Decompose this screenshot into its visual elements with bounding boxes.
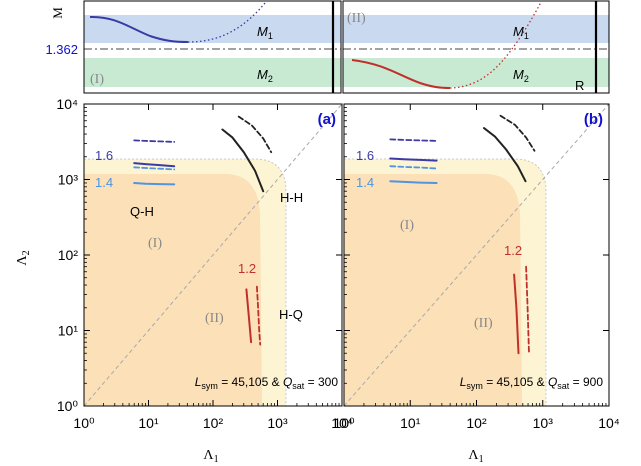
region-i-label-b: (I): [400, 218, 414, 233]
y-tick-label: 10⁴: [56, 96, 78, 112]
mass-radius-solid-red: [351, 59, 451, 89]
x-tick-label: 10²: [203, 415, 224, 431]
reference-value-label: 1.362: [45, 42, 78, 57]
x-tick-label: 10³: [533, 415, 554, 431]
mass-radius-solid-blue: [89, 15, 189, 43]
region-outer-border-b: [344, 158, 547, 406]
x-tick-label: 10¹: [138, 415, 159, 431]
panel-b-tag: (b): [584, 111, 603, 128]
series-line-a-7: [255, 285, 262, 346]
x-tick-label: 10⁴: [331, 415, 353, 431]
top-left-frame: [83, 0, 342, 94]
x-tick-label: 10⁰: [73, 415, 95, 431]
top-strip: M 1.362 (I) (II) M1 M2 M1 M2 R: [45, 0, 610, 94]
ticks-b: 10⁰ 10¹ 10² 10³ 10⁴: [333, 103, 620, 431]
band-label-m1-right: M1: [513, 24, 529, 41]
x-axis-label-b: Λ1: [468, 448, 483, 465]
series-line-a-2: [133, 166, 176, 171]
top-right-frame: [342, 0, 610, 94]
panel-a-tag: (a): [318, 111, 336, 128]
series-line-b-1: [389, 157, 438, 162]
series-line-b-2: [389, 165, 438, 170]
phase-label-h-h: H-H: [280, 190, 303, 205]
x-tick-label: 10⁰: [333, 415, 355, 431]
region-ii-top-label: (II): [347, 11, 366, 26]
phase-label-h-q: H-Q: [279, 307, 303, 322]
region-ii-label-a: (II): [205, 311, 224, 326]
band-label-m1-left: M1: [257, 24, 273, 41]
parameter-annotation-a: Lsym = 45,105 & Qsat = 300: [195, 375, 339, 391]
region-i-top-label: (I): [90, 72, 104, 87]
region-inner-b: [344, 174, 522, 406]
mass-radius-dotted-red: [449, 1, 542, 89]
band-label-m2-right: M2: [513, 67, 529, 84]
panel-b: 10⁰ 10¹ 10² 10³ 10⁴ (b) 1.6 1.4 1.2 (I) (II)…: [333, 103, 620, 465]
diagonal-reference-a: [84, 104, 342, 406]
region-inner-a: [84, 174, 262, 406]
y-tick-label: 10²: [58, 247, 79, 263]
band-label-m2-left: M2: [257, 67, 273, 84]
mass-radius-dotted-blue: [187, 2, 266, 43]
series-line-b-7: [525, 265, 530, 355]
x-tick-label: 10²: [466, 415, 487, 431]
mass-label-1.6-a: 1.6: [95, 148, 113, 163]
series-line-b-0: [389, 138, 438, 142]
m1-band-left: [84, 15, 341, 43]
region-i-label-a: (I): [148, 236, 162, 251]
top-y-axis-label: M: [50, 7, 65, 19]
mass-label-1.2-a: 1.2: [238, 261, 256, 276]
parameter-annotation-b: Lsym = 45,105 & Qsat = 900: [460, 375, 604, 391]
series-line-a-0: [133, 139, 176, 143]
x-axis-label-a: Λ1: [203, 448, 218, 465]
series-line-b-4: [499, 114, 536, 152]
y-tick-label: 10¹: [58, 323, 79, 339]
region-outer-border-a: [84, 158, 287, 406]
diagonal-reference-b: [344, 104, 609, 406]
x-tick-label: 10⁴: [598, 415, 620, 431]
series-line-a-3: [133, 182, 176, 186]
mass-label-1.4-b: 1.4: [356, 175, 374, 190]
phase-label-q-h: Q-H: [130, 204, 154, 219]
y-tick-label: 10⁰: [57, 398, 79, 414]
series-line-a-6: [245, 288, 253, 344]
series-group-a: [133, 115, 273, 346]
mass-label-1.6-b: 1.6: [356, 148, 374, 163]
series-line-a-1: [133, 162, 176, 168]
series-line-b-5: [483, 127, 527, 183]
top-x-axis-label: R: [575, 78, 584, 93]
x-tick-label: 10¹: [400, 415, 421, 431]
m1-band-right: [343, 15, 609, 43]
region-ii-label-b: (II): [474, 316, 493, 331]
series-line-a-5: [221, 128, 265, 193]
series-group-b: [389, 114, 536, 355]
y-tick-label: 10³: [58, 172, 79, 188]
x-tick-label: 10³: [267, 415, 288, 431]
series-line-b-3: [389, 180, 438, 184]
mass-label-1.4-a: 1.4: [95, 175, 113, 190]
m2-band-left: [84, 58, 341, 87]
y-axis-label: Λ2: [15, 250, 32, 265]
series-line-b-6: [513, 273, 520, 355]
mass-label-1.2-b: 1.2: [504, 243, 522, 258]
series-line-a-4: [237, 115, 273, 154]
m2-band-right: [343, 58, 609, 87]
